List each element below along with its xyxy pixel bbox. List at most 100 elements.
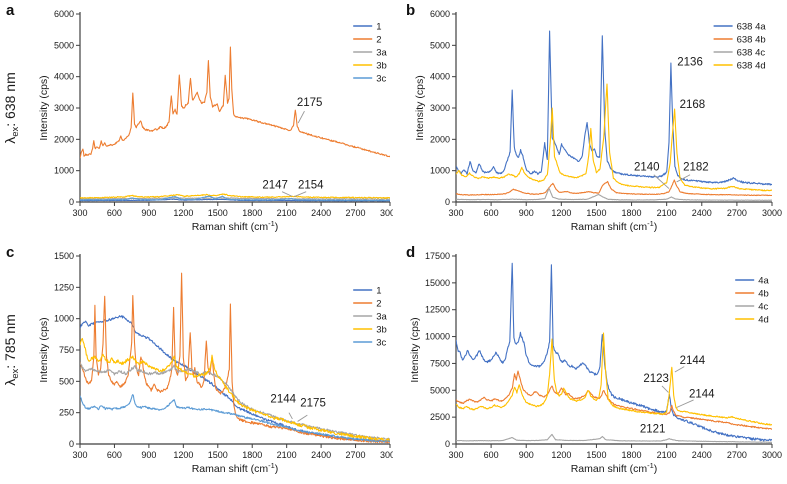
annotation-label: 2140	[634, 162, 660, 174]
legend-label-638-4c: 638 4c	[737, 48, 766, 59]
x-tick-label: 300	[72, 450, 87, 460]
x-tick-label: 900	[141, 450, 156, 460]
annotation-leader	[297, 110, 305, 124]
legend-label-1: 1	[376, 22, 381, 33]
x-tick-label: 2400	[311, 208, 331, 218]
panel-label-b: b	[406, 2, 416, 19]
series-line-3b	[80, 337, 390, 442]
annotation-label: 2182	[683, 162, 709, 174]
y-tick-label: 1500	[54, 251, 74, 261]
series-line-638-4b	[456, 179, 772, 197]
panel-c-chart: 0 250 500 750 1000 1250 1500 300 600 900 1200 1500 1…	[2, 251, 393, 475]
series-line-638-4d	[456, 83, 772, 192]
annotation-label: 2136	[677, 57, 703, 69]
legend-label-1: 1	[376, 286, 381, 297]
panel-d-chart: 0 2500 5000 7500 10000 12500 15000 17500 300 600 9…	[409, 251, 782, 475]
series-line-2	[80, 46, 390, 159]
x-tick-label: 2700	[727, 450, 747, 460]
annotation-leader	[293, 191, 307, 198]
annotation-leader	[661, 385, 669, 393]
legend-label-2: 2	[376, 299, 381, 310]
series-line-4d	[456, 332, 772, 426]
excitation-wavelength-label: λex: 785 nm	[2, 314, 21, 386]
y-tick-label: 3000	[54, 103, 74, 113]
series-line-638-4a	[456, 30, 772, 186]
y-tick-label: 6000	[430, 9, 450, 19]
x-tick-label: 1800	[622, 208, 642, 218]
legend-label-3b: 3b	[376, 61, 387, 72]
y-tick-label: 5000	[54, 40, 74, 50]
series-line-4c	[456, 433, 772, 443]
x-axis-title: Raman shift (cm-1)	[192, 461, 279, 475]
x-tick-label: 3000	[762, 450, 782, 460]
annotation-label: 2123	[643, 373, 669, 385]
legend-label-4c: 4c	[758, 302, 768, 313]
annotation-label: 2147	[262, 180, 288, 192]
x-tick-label: 600	[484, 208, 499, 218]
y-tick-label: 0	[69, 197, 74, 207]
x-tick-label: 2100	[657, 208, 677, 218]
x-tick-label: 2700	[727, 208, 747, 218]
annotation-leader	[653, 174, 670, 189]
y-tick-label: 17500	[425, 251, 450, 261]
annotation-label: 2144	[270, 394, 296, 406]
x-tick-label: 2700	[346, 450, 366, 460]
series-line-3c	[80, 394, 390, 443]
x-tick-label: 1800	[622, 450, 642, 460]
y-tick-label: 1250	[54, 282, 74, 292]
legend-label-3a: 3a	[376, 48, 387, 59]
annotation-label: 2175	[300, 397, 326, 409]
x-tick-label: 1500	[586, 208, 606, 218]
annotation-leader	[288, 412, 293, 420]
series-line-4b	[456, 370, 772, 430]
series-line-2	[80, 272, 390, 444]
y-axis-title: Intensity (cps)	[414, 75, 426, 140]
y-tick-label: 2000	[54, 134, 74, 144]
annotation-leader	[297, 414, 308, 422]
x-tick-label: 1200	[551, 450, 571, 460]
y-tick-label: 4000	[54, 72, 74, 82]
x-tick-label: 3000	[762, 208, 782, 218]
series-line-3c	[80, 195, 390, 202]
panel-a: a 0 1000 2000 3000 4000 5000 6000 300 600 900 1200…	[0, 0, 394, 242]
legend-label-638-4d: 638 4d	[737, 61, 766, 72]
y-tick-label: 5000	[430, 40, 450, 50]
legend-label-3a: 3a	[376, 312, 387, 323]
x-tick-label: 2400	[692, 208, 712, 218]
panel-c: c 0 250 500 750 1000 1250 1500 300 600 900 1200 150…	[0, 242, 394, 484]
series-line-3a	[80, 363, 390, 441]
series-line-4a	[456, 262, 772, 442]
x-tick-label: 1200	[173, 450, 193, 460]
x-tick-label: 900	[519, 208, 534, 218]
y-tick-label: 5000	[430, 385, 450, 395]
panel-a-chart: 0 1000 2000 3000 4000 5000 6000 300 600 900 1200 15…	[2, 9, 393, 233]
x-tick-label: 1200	[173, 208, 193, 218]
annotation-label: 2154	[298, 180, 324, 192]
x-tick-label: 1800	[242, 208, 262, 218]
legend-label-4a: 4a	[758, 276, 769, 287]
y-tick-label: 0	[445, 439, 450, 449]
y-tick-label: 1000	[430, 166, 450, 176]
x-tick-label: 300	[448, 208, 463, 218]
y-tick-label: 750	[59, 345, 74, 355]
x-tick-label: 600	[107, 450, 122, 460]
y-tick-label: 250	[59, 408, 74, 418]
panel-b: b 0 1000 2000 3000 4000 5000 6000 300 600 900 1200…	[394, 0, 787, 242]
y-tick-label: 10000	[425, 332, 450, 342]
y-tick-label: 4000	[430, 72, 450, 82]
x-axis-title: Raman shift (cm-1)	[192, 219, 279, 233]
y-tick-label: 2500	[430, 412, 450, 422]
x-tick-label: 1500	[586, 450, 606, 460]
x-tick-label: 1500	[208, 208, 228, 218]
panel-label-a: a	[6, 2, 15, 19]
x-tick-label: 1200	[551, 208, 571, 218]
legend-label-638-4a: 638 4a	[737, 22, 767, 33]
annotation-label: 2168	[680, 99, 706, 111]
x-tick-label: 600	[484, 450, 499, 460]
series-line-638-4c	[456, 187, 772, 201]
legend-label-4d: 4d	[758, 315, 769, 326]
y-tick-label: 1000	[54, 166, 74, 176]
x-tick-label: 2700	[346, 208, 366, 218]
annotation-label: 2144	[689, 388, 715, 400]
